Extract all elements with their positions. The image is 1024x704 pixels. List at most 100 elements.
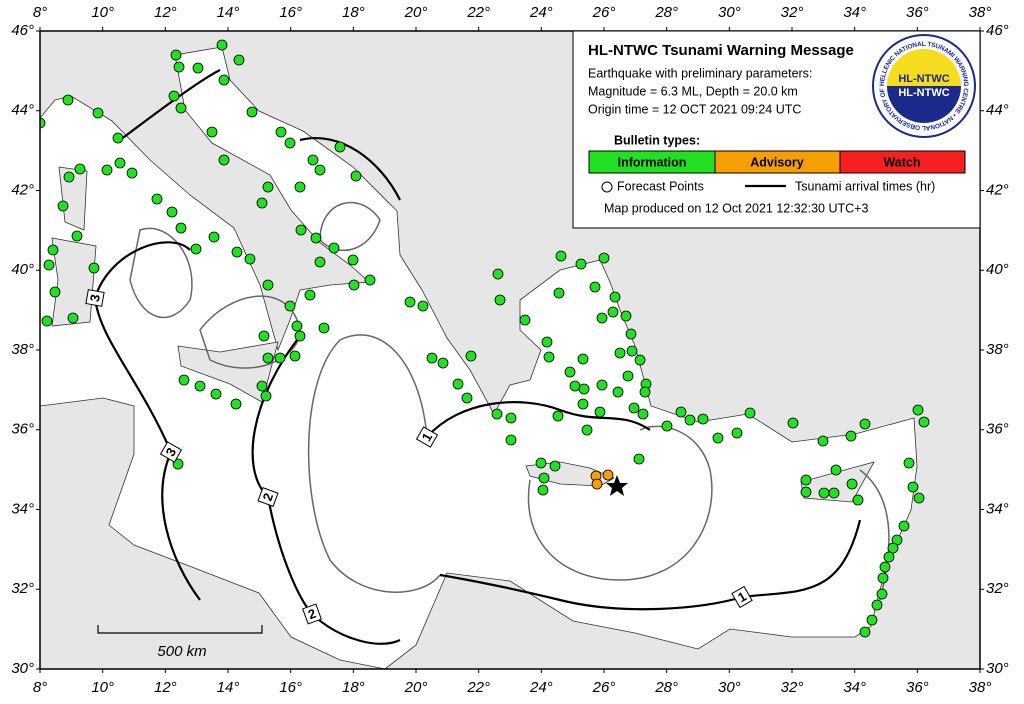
forecast-point — [47, 244, 59, 256]
forecast-point — [596, 379, 608, 391]
lon-label: 8° — [33, 4, 47, 21]
contour-label: 1 — [415, 426, 439, 448]
forecast-point — [913, 492, 925, 504]
forecast-point — [294, 330, 306, 342]
forecast-point — [912, 404, 924, 416]
lon-label: 22° — [466, 4, 490, 21]
forecast-point — [40, 117, 46, 129]
minor-contours — [129, 201, 890, 601]
forecast-point — [350, 170, 362, 182]
logo-bottom: HL-NTWC — [898, 87, 949, 99]
forecast-point — [194, 380, 206, 392]
forecast-point — [178, 374, 190, 386]
forecast-point — [589, 281, 601, 293]
forecast-point — [246, 106, 258, 118]
lon-label: 36° — [906, 679, 929, 696]
forecast-point — [871, 599, 883, 611]
forecast-point — [260, 390, 272, 402]
forecast-point — [348, 279, 360, 291]
forecast-point — [256, 380, 268, 392]
forecast-point — [876, 588, 888, 600]
forecast-point — [57, 200, 69, 212]
forecast-point — [112, 132, 124, 144]
lon-label: 30° — [718, 679, 741, 696]
scale-bar: 500 km — [97, 625, 263, 660]
forecast-point — [877, 572, 889, 584]
bulletin-type: Advisory — [750, 155, 804, 169]
lon-label: 36° — [906, 4, 929, 21]
forecast-point — [575, 258, 587, 270]
forecast-point — [614, 347, 626, 359]
forecast-point — [208, 231, 220, 243]
lon-label: 10° — [91, 679, 114, 696]
forecast-point — [492, 268, 504, 280]
forecast-point — [607, 306, 619, 318]
lat-label: 32° — [11, 580, 34, 597]
lat-label: 42° — [986, 181, 1009, 198]
forecast-point-advisory — [602, 469, 614, 481]
forecast-point — [744, 407, 756, 419]
forecast-point — [581, 424, 593, 436]
lon-label: 38° — [969, 679, 992, 696]
forecast-point — [262, 352, 274, 364]
forecast-point — [347, 254, 359, 266]
forecast-point — [538, 472, 550, 484]
forecast-point — [622, 370, 634, 382]
lon-label: 14° — [217, 679, 240, 696]
forecast-point — [88, 262, 100, 274]
forecast-point — [541, 336, 553, 348]
forecast-point — [661, 420, 673, 432]
contour-label-box — [415, 426, 439, 448]
forecast-point — [918, 416, 930, 428]
lon-label: 8° — [33, 679, 47, 696]
forecast-point — [284, 300, 296, 312]
lat-label: 42° — [11, 181, 34, 198]
forecast-point — [866, 614, 878, 626]
forecast-point — [461, 392, 473, 404]
forecast-point — [594, 406, 606, 418]
bulletin-label: Bulletin types: — [614, 133, 700, 147]
forecast-point — [206, 126, 218, 138]
lat-label: 38° — [11, 341, 34, 358]
forecast-point — [310, 232, 322, 244]
forecast-point — [151, 193, 163, 205]
forecast-point — [620, 310, 632, 322]
lon-label: 28° — [654, 679, 678, 696]
forecast-point — [173, 61, 185, 73]
lon-label: 18° — [342, 4, 365, 21]
forecast-point — [307, 154, 319, 166]
lat-label: 44° — [986, 102, 1009, 119]
forecast-point — [731, 427, 743, 439]
forecast-point — [491, 408, 503, 420]
lat-label: 34° — [11, 500, 34, 517]
forecast-point — [549, 460, 561, 472]
contour-label-text: 2 — [260, 491, 277, 503]
forecast-point — [63, 171, 75, 183]
forecast-point — [318, 322, 330, 334]
forecast-point — [62, 94, 74, 106]
forecast-point — [166, 206, 178, 218]
contour-label-text: 2 — [306, 606, 318, 623]
forecast-point — [43, 259, 55, 271]
lon-label: 26° — [592, 679, 616, 696]
forecast-point — [304, 289, 316, 301]
sea — [40, 46, 918, 669]
forecast-point — [830, 464, 842, 476]
forecast-point — [175, 102, 187, 114]
forecast-point — [859, 626, 871, 638]
contour-label: 3 — [159, 441, 183, 463]
lat-label: 36° — [11, 421, 34, 438]
forecast-point — [535, 457, 547, 469]
lon-label: 32° — [781, 4, 804, 21]
forecast-point — [879, 561, 891, 573]
forecast-point — [800, 474, 812, 486]
forecast-point — [233, 54, 245, 66]
lon-label: 28° — [654, 4, 678, 21]
forecast-point — [295, 224, 307, 236]
watch-swatch — [839, 150, 966, 174]
forecast-point — [505, 412, 517, 424]
legend-points: Forecast Points — [617, 179, 704, 193]
forecast-point — [494, 294, 506, 306]
legend-point-icon — [601, 181, 613, 193]
